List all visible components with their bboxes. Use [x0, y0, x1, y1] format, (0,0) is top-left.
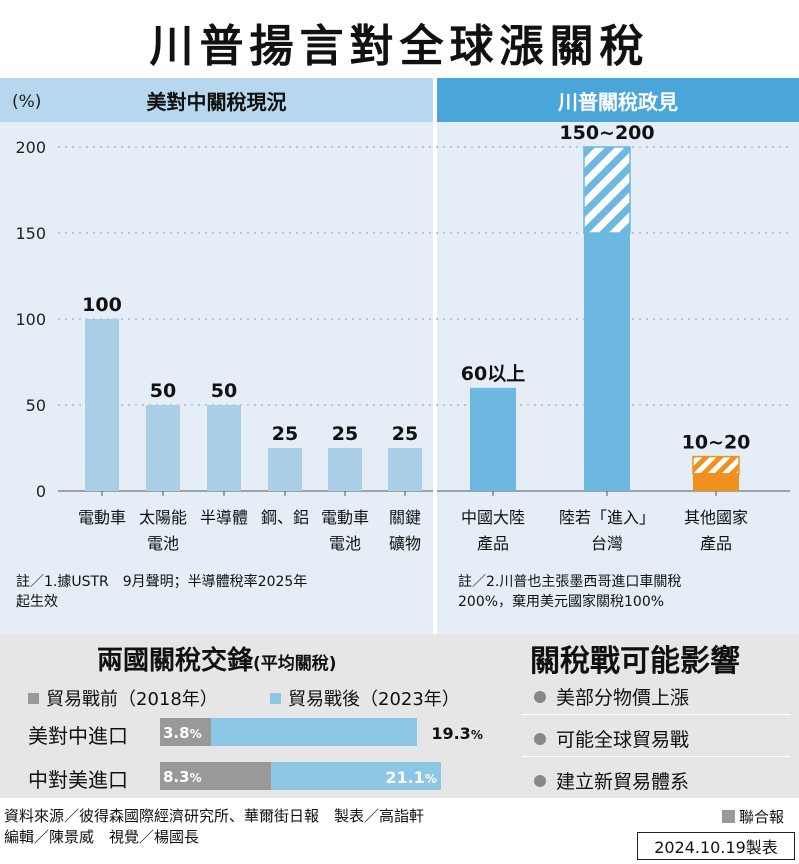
impact-divider	[522, 714, 790, 715]
category-label: 陸若「進入」	[559, 508, 655, 527]
category-label: 鋼、鋁	[261, 508, 309, 527]
category-label: 台灣	[591, 534, 623, 553]
y-tick-label: 50	[26, 396, 46, 415]
y-tick-label: 0	[36, 482, 46, 501]
category-label: 產品	[477, 534, 509, 553]
category-label: 電動車	[78, 508, 126, 527]
category-label: 產品	[700, 534, 732, 553]
credit-line: 編輯／陳景威 視覺／楊國長	[4, 828, 200, 846]
impact-item: 美部分物價上漲	[534, 683, 689, 710]
left-panel: 美對中關稅現況	[0, 78, 433, 634]
legend-after-label: 貿易戰後（2023年）	[288, 689, 460, 710]
category-label: 電池	[329, 534, 361, 553]
bar	[328, 448, 362, 491]
bar-range	[692, 455, 740, 475]
category-label: 太陽能	[139, 508, 187, 527]
publisher-icon	[722, 810, 735, 823]
trade-bar-before	[160, 718, 211, 746]
note-left: 註／1.據USTR 9月聲明；半導體稅率2025年 起生效	[16, 572, 426, 612]
y-tick-label: 100	[15, 310, 46, 329]
legend-after: 貿易戰後（2023年）	[270, 685, 460, 711]
note-left-line: 起生效	[16, 594, 58, 610]
note-right-line: 註／2.川普也主張墨西哥進口車關稅	[458, 574, 682, 590]
trade-bar: 3.8%	[160, 718, 480, 746]
bullet-icon	[534, 732, 546, 745]
legend-before-label: 貿易戰前（2018年）	[46, 689, 218, 710]
trade-row-label: 美對中進口	[28, 724, 128, 748]
bar	[584, 233, 630, 491]
impact-title: 關稅戰可能影響	[530, 644, 740, 679]
trade-subtitle: (平均關稅)	[253, 654, 337, 674]
trade-title: 兩國關稅交鋒(平均關稅)	[97, 640, 337, 677]
legend-before: 貿易戰前（2018年）	[28, 685, 218, 711]
bar	[388, 448, 422, 491]
bar	[85, 319, 119, 491]
value-label: 60以上	[461, 363, 525, 385]
trade-after-value: 19.3%	[431, 724, 483, 743]
value-label: 25	[392, 423, 418, 445]
left-panel-title: 美對中關稅現況	[0, 78, 433, 122]
bar	[146, 405, 180, 491]
category-label: 礦物	[389, 534, 421, 553]
value-label: 150~200	[559, 122, 654, 144]
impact-item: 可能全球貿易戰	[534, 725, 689, 752]
panel-divider	[433, 78, 437, 634]
bar	[207, 405, 241, 491]
date-stamp: 2024.10.19製表	[637, 832, 795, 860]
impact-divider	[522, 756, 790, 757]
value-label: 25	[332, 423, 358, 445]
value-label: 25	[272, 423, 298, 445]
source-line: 資料來源／彼得森國際經濟研究所、華爾街日報 製表／高詣軒	[4, 807, 425, 825]
right-panel-title: 川普關稅政見	[437, 78, 799, 122]
source-credit: 資料來源／彼得森國際經濟研究所、華爾街日報 製表／高詣軒 編輯／陳景威 視覺／楊…	[4, 806, 424, 848]
bar	[470, 387, 516, 491]
trade-after-value: 21.1%	[385, 768, 437, 787]
trade-before-value: 8.3%	[163, 768, 202, 786]
trade-title-main: 兩國關稅交鋒	[97, 646, 254, 676]
publisher: 聯合報	[722, 806, 784, 827]
page-title: 川普揚言對全球漲關稅	[149, 21, 650, 72]
value-label: 10~20	[682, 432, 751, 454]
y-tick-label: 200	[15, 138, 46, 157]
value-label: 50	[211, 380, 237, 402]
impact-item: 建立新貿易體系	[534, 767, 689, 794]
bar	[693, 473, 739, 491]
value-label: 50	[150, 380, 176, 402]
category-label: 中國大陸	[461, 508, 525, 527]
trade-bar: 8.3%	[160, 762, 480, 790]
note-right: 註／2.川普也主張墨西哥進口車關稅 200%，棄用美元國家關稅100%	[458, 572, 793, 612]
y-axis-unit: (%)	[12, 92, 42, 112]
bar	[268, 448, 302, 491]
category-label: 電池	[147, 534, 179, 553]
category-label: 其他國家	[684, 508, 748, 527]
trade-bar-before	[160, 762, 271, 790]
trade-before-value: 3.8%	[163, 724, 202, 742]
trade-row-label: 中對美進口	[28, 768, 128, 792]
note-left-line: 註／1.據USTR 9月聲明；半導體稅率2025年	[16, 574, 308, 590]
bullet-icon	[534, 774, 546, 787]
category-label: 電動車	[321, 508, 369, 527]
y-tick-label: 150	[15, 224, 46, 243]
bar-range	[583, 146, 631, 234]
legend-before-swatch	[28, 692, 39, 704]
note-right-line: 200%，棄用美元國家關稅100%	[458, 594, 665, 610]
category-label: 關鍵	[389, 508, 421, 527]
bullet-icon	[534, 690, 546, 703]
legend-after-swatch	[270, 692, 281, 704]
value-label: 100	[82, 294, 122, 316]
category-label: 半導體	[200, 508, 248, 527]
